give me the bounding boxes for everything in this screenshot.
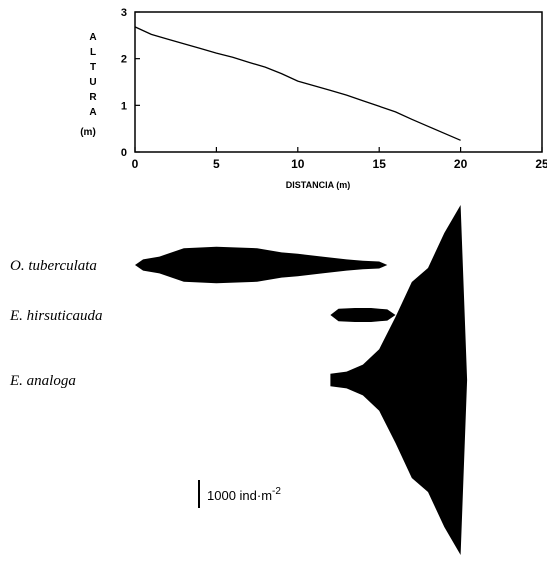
x-tick-label: 20 <box>454 157 468 171</box>
y-axis: 0 1 2 3 <box>121 7 140 159</box>
x-tick-label: 15 <box>373 157 387 171</box>
y-axis-label-letter: L <box>90 47 96 58</box>
x-tick-label: 5 <box>213 157 220 171</box>
beach-profile-line <box>134 26 461 141</box>
y-axis-label-letter: A <box>89 107 96 118</box>
species-kite <box>330 308 396 322</box>
species-labels: O. tuberculata E. hirsuticauda E. analoga <box>9 258 103 389</box>
x-tick-label: 0 <box>132 157 139 171</box>
species-label: E. analoga <box>9 373 76 389</box>
x-axis-label: DISTANCIA (m) <box>286 180 351 190</box>
species-shapes <box>135 205 468 555</box>
y-axis-label-letter: A <box>89 32 96 43</box>
y-tick-label: 0 <box>121 147 127 159</box>
scale-bar-unit: 1000 ind·m <box>207 488 272 503</box>
density-scale-bar: 1000 ind·m-2 <box>198 480 281 508</box>
species-label: E. hirsuticauda <box>9 308 103 324</box>
y-axis-label-letter: U <box>89 77 96 88</box>
scale-bar-label: 1000 ind·m-2 <box>207 486 281 503</box>
species-kite <box>135 246 388 284</box>
species-label: O. tuberculata <box>10 258 97 274</box>
y-tick-label: 2 <box>121 54 127 66</box>
plot-frame <box>134 11 543 153</box>
species-kite <box>330 205 468 555</box>
scale-bar-exponent: -2 <box>272 486 281 497</box>
y-tick-label: 1 <box>121 100 127 112</box>
x-axis: 0 5 10 15 20 25 <box>132 147 547 171</box>
y-axis-label-letter: T <box>90 62 96 73</box>
y-tick-label: 3 <box>121 7 127 19</box>
y-axis-label-letter: R <box>89 92 97 103</box>
y-axis-unit: (m) <box>80 127 96 138</box>
x-tick-label: 25 <box>535 157 547 171</box>
x-tick-label: 10 <box>291 157 305 171</box>
